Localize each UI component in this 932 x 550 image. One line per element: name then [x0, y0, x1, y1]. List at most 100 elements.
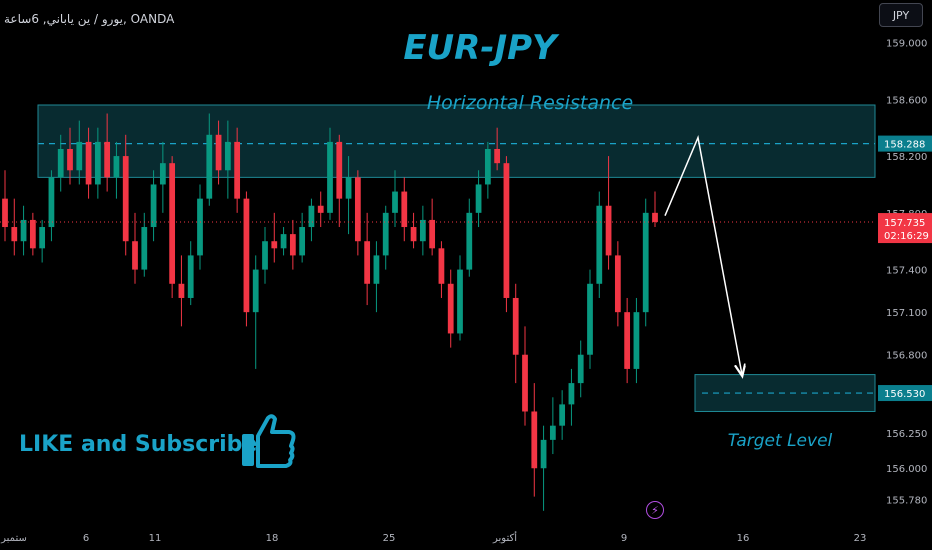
price-tick-label: 157.400 [886, 266, 927, 277]
price-tick-label: 159.000 [886, 39, 927, 50]
candle [614, 241, 621, 327]
chart-title: EUR-JPY [403, 28, 557, 68]
candle-body [457, 269, 463, 334]
candle-body [438, 248, 445, 284]
candle-body [494, 148, 501, 164]
resistance-zone [37, 104, 876, 178]
candle-body [122, 156, 129, 242]
candle [410, 212, 417, 249]
candle-body [652, 212, 658, 223]
candle [29, 212, 36, 256]
candle-body [549, 425, 556, 440]
candle [215, 120, 222, 185]
candle [605, 156, 612, 270]
price-tick-label: 155.780 [886, 495, 927, 506]
candle-body [364, 241, 371, 284]
candle [457, 255, 463, 341]
candle [271, 212, 278, 263]
candle-body [76, 141, 83, 171]
candle [484, 141, 491, 199]
candle [559, 390, 566, 440]
candle [475, 170, 482, 228]
lightning-icon[interactable]: ⚡ [646, 501, 664, 519]
time-tick-label: 18 [266, 533, 279, 544]
candle [549, 397, 556, 455]
price-tick-label: 156.000 [886, 464, 927, 475]
candle [85, 127, 92, 199]
countdown-label: 02:16:29 [884, 231, 929, 242]
candle [392, 170, 398, 228]
candle [401, 177, 408, 242]
candle-body [271, 241, 278, 249]
candle-body [57, 148, 64, 178]
resistance-price-tag [878, 135, 932, 152]
candle-body [262, 241, 268, 270]
candle [308, 198, 315, 242]
candle-body [587, 283, 593, 355]
candle [104, 113, 111, 192]
candle [122, 134, 129, 256]
candle-body [169, 163, 176, 284]
candle-body [289, 234, 296, 256]
candle [2, 170, 8, 242]
candle [262, 227, 268, 284]
candle-body [197, 198, 203, 256]
candle-body [447, 283, 454, 334]
candle [243, 191, 250, 327]
candle-body [20, 219, 27, 242]
candle-body [67, 148, 73, 171]
price-tick-label: 158.600 [886, 95, 927, 106]
time-tick-label: 11 [149, 533, 162, 544]
candle [512, 283, 519, 384]
candle [327, 127, 333, 220]
candle-body [234, 141, 241, 199]
candle-body [150, 184, 157, 228]
candle-body [94, 141, 101, 185]
candle-body [633, 312, 640, 369]
candle-body [605, 205, 612, 256]
candle-body [141, 227, 148, 270]
candle-body [206, 134, 213, 199]
candle [652, 191, 658, 228]
projection-arrow [664, 135, 742, 375]
target-price-label: 156.530 [884, 389, 925, 400]
candle-body [642, 212, 649, 313]
target-price-tag [878, 385, 932, 402]
currency-button[interactable]: JPY [879, 3, 923, 27]
candle-body [336, 141, 343, 199]
candle-body [85, 141, 92, 185]
time-tick-label: 25 [383, 533, 396, 544]
candle-body [466, 212, 473, 270]
candle-body [419, 219, 426, 242]
candle [76, 120, 83, 185]
candle-body [178, 283, 185, 298]
candle [624, 297, 631, 384]
candle-body [382, 212, 389, 256]
candle [94, 127, 101, 199]
target-label: Target Level [727, 431, 833, 451]
like-subscribe-text: LIKE and Subscribe [19, 432, 258, 457]
candle-body [132, 241, 138, 270]
candle [596, 191, 603, 298]
candle [141, 212, 148, 277]
price-tick-label: 156.800 [886, 351, 927, 362]
candle-body [317, 205, 324, 213]
time-tick-label: 9 [621, 533, 627, 544]
candle [503, 156, 510, 313]
current-price-label: 157.735 [884, 218, 925, 229]
candle [289, 219, 296, 270]
candle-body [531, 411, 538, 469]
candle [494, 127, 501, 171]
symbol-header[interactable]: يورو / ين ياباني, 6ساعة, OANDA [4, 12, 175, 26]
candle [132, 212, 138, 284]
candle [447, 269, 454, 348]
candle-body [503, 163, 510, 298]
candle [642, 198, 649, 327]
candle-body [11, 227, 18, 242]
candle [224, 120, 231, 199]
candle [299, 212, 306, 263]
candle-body [215, 134, 222, 171]
time-tick-label: 23 [854, 533, 867, 544]
candle [57, 134, 64, 192]
